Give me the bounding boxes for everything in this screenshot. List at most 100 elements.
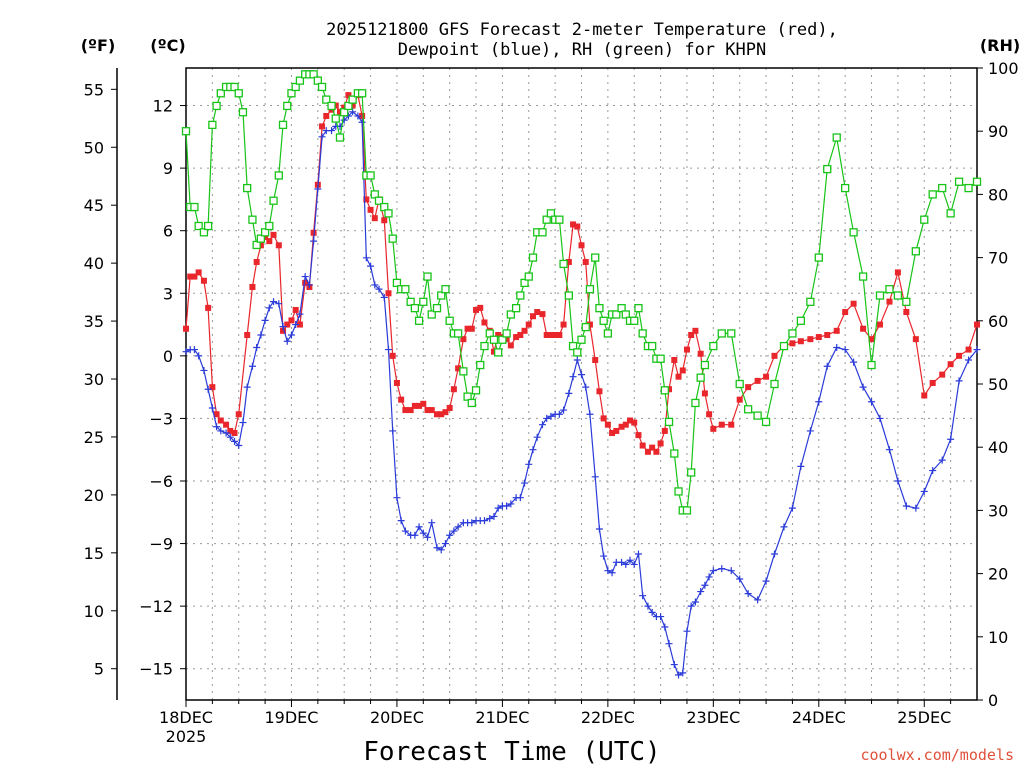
temperature-point [565, 258, 572, 265]
rh-point [542, 215, 551, 224]
celsius-tick-label: −15 [139, 660, 173, 679]
rh-point [674, 487, 683, 496]
dewpoint-point [454, 523, 462, 531]
dewpoint-point [644, 602, 652, 610]
temperature-point [450, 386, 457, 393]
dewpoint-point [600, 552, 608, 560]
temperature-point [763, 373, 770, 380]
dewpoint-point [419, 529, 427, 537]
temperature-point [807, 336, 814, 343]
dewpoint-point [626, 556, 634, 564]
rh-point [823, 164, 832, 174]
rh-point [480, 341, 489, 351]
series-dewpoint [182, 108, 981, 679]
temperature-point [635, 432, 642, 439]
dewpoint-point [529, 446, 537, 454]
rh-point [591, 253, 600, 262]
rh-point [568, 341, 578, 351]
dewpoint-point [920, 487, 928, 495]
temperature-point [947, 361, 954, 368]
temperature-point [578, 242, 585, 249]
dewpoint-point [358, 118, 366, 126]
rh-point [459, 367, 468, 376]
rh-point [743, 405, 753, 414]
rh-point [283, 101, 292, 111]
temperature-point [789, 340, 796, 347]
fahrenheit-tick-label: 20 [84, 486, 104, 505]
x-tick-label: 21DEC [475, 708, 529, 727]
fahrenheit-tick-label: 40 [84, 254, 104, 273]
rh-point [278, 120, 288, 130]
dewpoint-point [349, 108, 357, 116]
dewpoint-point [630, 560, 638, 568]
rh-point [577, 335, 586, 344]
dewpoint-point [411, 531, 419, 539]
temperature-point [521, 327, 528, 334]
temperature-point [956, 352, 963, 359]
rh-point [581, 322, 590, 332]
dewpoint-point [754, 596, 762, 604]
celsius-tick-label: −9 [149, 535, 173, 554]
temperature-point [639, 442, 646, 449]
temperature-point [797, 338, 804, 345]
temperature-point [513, 334, 520, 341]
rh-point [494, 348, 503, 357]
temperature-point [183, 325, 189, 332]
temperature-point [257, 242, 264, 249]
celsius-tick-label: −12 [139, 597, 173, 616]
temperature-point [398, 396, 405, 403]
rh-point [441, 285, 450, 294]
dewpoint-point [375, 285, 383, 293]
temperature-point [701, 390, 708, 397]
dewpoint-point [736, 575, 744, 583]
temperature-point [424, 407, 431, 414]
temperature-point [302, 279, 309, 286]
temperature-point [604, 421, 611, 428]
dewpoint-point [243, 383, 251, 391]
dewpoint-point [222, 429, 230, 437]
rh-point [660, 386, 669, 395]
temperature-point [209, 384, 216, 391]
temperature-point [850, 300, 857, 307]
source-credit: coolwx.com/models [860, 746, 1014, 764]
rh-point [331, 114, 340, 123]
dewpoint-point [608, 569, 616, 577]
temperature-point [310, 229, 317, 236]
temperature-point [592, 357, 599, 364]
temperature-point [939, 371, 946, 378]
rh-point [727, 329, 736, 338]
rh-point [392, 278, 402, 288]
dewpoint-point [670, 661, 678, 669]
temperature-point [661, 427, 668, 434]
temperature-point [666, 386, 673, 393]
dewpoint-point [806, 427, 814, 435]
temperature-point [679, 367, 686, 374]
temperature-point [503, 336, 510, 343]
dewpoint-point [428, 519, 436, 527]
temperature-point [438, 411, 445, 418]
dewpoint-point [265, 304, 273, 312]
rh-point [617, 304, 626, 313]
temperature-point [570, 221, 577, 228]
temperature-point [860, 325, 867, 332]
rh-point [265, 221, 274, 231]
temperature-point [886, 298, 893, 305]
temperature-point [213, 411, 220, 418]
temperature-point [596, 388, 603, 395]
dewpoint-point [833, 343, 841, 351]
dewpoint-point [371, 281, 379, 289]
temperature-point [428, 407, 435, 414]
rh-point [410, 304, 420, 313]
temperature-point [319, 123, 326, 130]
rh-tick-label: 60 [988, 312, 1008, 331]
rh-point [696, 373, 705, 382]
rh-point [269, 196, 278, 205]
rh-point [612, 310, 621, 319]
rh-point [885, 285, 894, 294]
temperature-point [683, 346, 690, 353]
rh-point [753, 411, 762, 420]
rh-point [528, 253, 538, 262]
temperature-point [745, 384, 752, 391]
rh-point [511, 304, 521, 313]
rh-point [437, 291, 446, 300]
